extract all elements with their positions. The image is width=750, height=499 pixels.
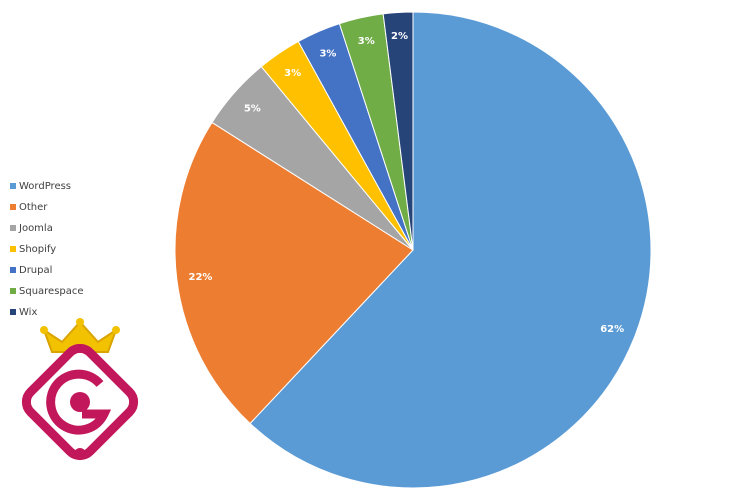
legend-label: Wix bbox=[19, 307, 37, 318]
logo-g bbox=[46, 369, 112, 435]
legend-swatch bbox=[10, 225, 16, 231]
logo-dot bbox=[40, 326, 48, 334]
legend-swatch bbox=[10, 288, 16, 294]
logo-center bbox=[70, 392, 90, 412]
legend-label: Joomla bbox=[18, 223, 53, 234]
data-label: 5% bbox=[244, 103, 261, 114]
legend-swatch bbox=[10, 204, 16, 210]
pie-slice bbox=[249, 11, 652, 489]
legend-swatch bbox=[10, 183, 16, 189]
logo-frame bbox=[21, 343, 139, 461]
data-label: 3% bbox=[284, 68, 301, 79]
pie-slice bbox=[174, 121, 414, 425]
legend-swatch bbox=[10, 246, 16, 252]
legend-label: Other bbox=[19, 202, 48, 213]
logo bbox=[21, 318, 139, 461]
legend-label: WordPress bbox=[19, 181, 71, 192]
legend-swatch bbox=[10, 309, 16, 315]
legend-label: Drupal bbox=[19, 265, 52, 276]
data-label: 3% bbox=[319, 48, 336, 59]
pie-slice bbox=[382, 11, 414, 251]
data-label: 22% bbox=[189, 272, 213, 283]
data-label: 62% bbox=[600, 324, 624, 335]
legend-label: Squarespace bbox=[19, 286, 84, 297]
logo-dot bbox=[76, 318, 84, 326]
legend-swatch bbox=[10, 267, 16, 273]
legend-label: Shopify bbox=[19, 244, 56, 255]
logo-base bbox=[74, 448, 86, 460]
logo-dot bbox=[112, 326, 120, 334]
data-label: 3% bbox=[358, 36, 375, 47]
data-label: 2% bbox=[391, 31, 408, 42]
